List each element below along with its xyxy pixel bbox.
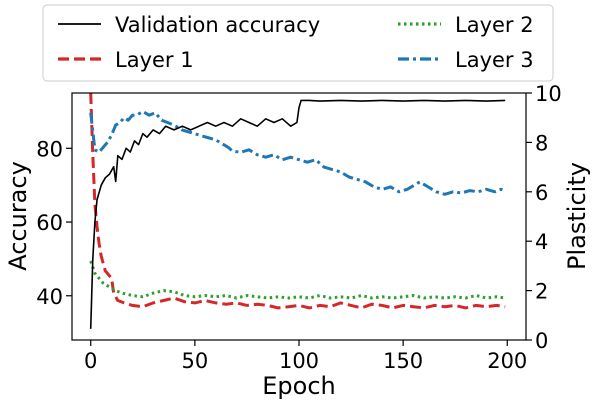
x-tick-label: 200 (487, 349, 527, 373)
right-tick-label: 10 (535, 82, 562, 106)
right-axis-title: Plasticity (563, 162, 591, 270)
right-tick-label: 4 (535, 230, 548, 254)
series-line-layer-3 (89, 110, 506, 196)
x-tick-label: 150 (383, 349, 423, 373)
series-line-layer-2 (89, 260, 506, 300)
right-tick-label: 6 (535, 181, 548, 205)
legend: Validation accuracy Layer 1 Layer 2 Laye… (42, 4, 554, 82)
left-tick-label: 60 (36, 211, 63, 235)
series-line-layer-1 (89, 93, 506, 310)
x-tick-label: 50 (182, 349, 209, 373)
right-tick-label: 0 (535, 329, 548, 353)
legend-label-layer-2: Layer 2 (455, 13, 534, 37)
legend-frame (42, 4, 554, 82)
axes: 0 50 100 150 200 40 60 80 0 2 4 6 8 10 (36, 82, 561, 373)
plot-area (89, 93, 506, 329)
legend-label-layer-3: Layer 3 (455, 48, 534, 72)
series-line-validation-accuracy (89, 99, 506, 329)
right-tick-label: 2 (535, 280, 548, 304)
right-tick-label: 8 (535, 131, 548, 155)
left-tick-label: 80 (36, 137, 63, 161)
left-tick-label: 40 (36, 285, 63, 309)
x-tick-label: 100 (279, 349, 319, 373)
legend-label-validation-accuracy: Validation accuracy (115, 13, 320, 37)
plot-frame (71, 92, 527, 341)
x-axis-title: Epoch (262, 372, 336, 400)
legend-label-layer-1: Layer 1 (115, 48, 194, 72)
x-tick-label: 0 (84, 349, 97, 373)
left-axis-title: Accuracy (4, 161, 32, 271)
